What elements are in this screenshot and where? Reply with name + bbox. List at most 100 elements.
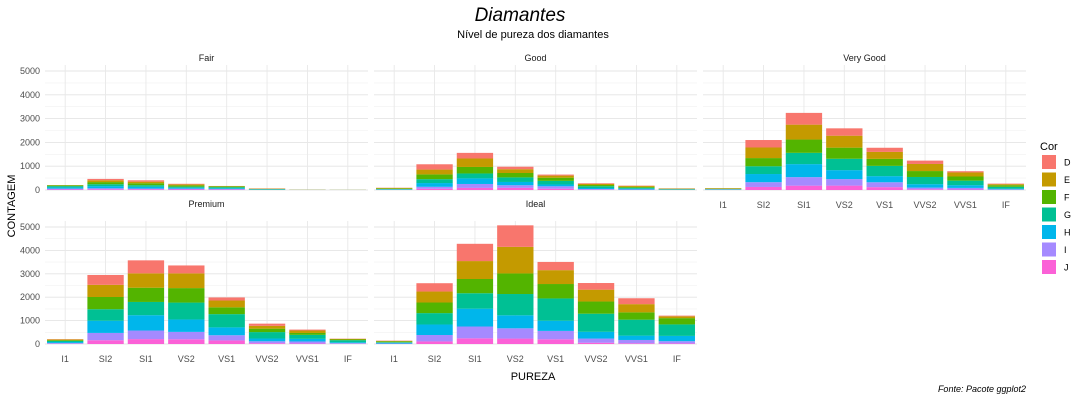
- bar-segment-i: [248, 341, 286, 344]
- bar-segment-d: [618, 298, 655, 305]
- bar-segment-e: [658, 316, 695, 319]
- chart-subtitle: Nível de pureza dos diamantes: [457, 29, 609, 41]
- bar-segment-d: [497, 225, 534, 247]
- bar-segment-i: [866, 182, 903, 188]
- bar-segment-j: [618, 343, 655, 344]
- y-tick-label: 1000: [20, 316, 40, 326]
- bar-segment-e: [577, 289, 615, 302]
- bar-segment-e: [376, 187, 413, 189]
- bar-segment-e: [456, 158, 494, 167]
- bar-segment-f: [416, 174, 453, 180]
- bar-segment-d: [127, 180, 165, 182]
- bar-segment-h: [416, 324, 453, 336]
- bar-segment-h: [947, 185, 984, 188]
- facet-strip-label: Good: [524, 53, 546, 63]
- bar-segment-i: [497, 185, 534, 188]
- bar-segment-e: [906, 163, 944, 172]
- bar-segment-d: [168, 183, 205, 185]
- y-axis-title: CONTAGEM: [6, 175, 18, 238]
- bar-segment-e: [497, 169, 534, 174]
- facet-panel-good: Good: [374, 53, 697, 191]
- bar-segment-h: [208, 188, 245, 190]
- x-tick-label: VVS2: [914, 200, 937, 210]
- y-tick-label: 3000: [20, 114, 40, 124]
- bar-segment-g: [248, 332, 286, 339]
- bar-segment-g: [537, 298, 574, 321]
- bar-segment-g: [87, 184, 124, 187]
- bar-segment-i: [168, 331, 205, 340]
- bar-segment-g: [329, 340, 366, 343]
- bar-segment-f: [456, 166, 494, 174]
- bar-segment-i: [289, 341, 326, 344]
- bar-segment-d: [497, 166, 534, 170]
- bar-segment-g: [47, 186, 84, 188]
- bar-segment-g: [456, 293, 494, 309]
- facet-panel-ideal: Ideal I1 SI2 SI1 VS2 VS1 VVS2 VVS1 IF: [374, 199, 697, 364]
- bar-segment-g: [497, 177, 534, 182]
- bar-segment-j: [456, 338, 494, 344]
- bar-segment-g: [658, 189, 695, 190]
- x-tick-label: VVS2: [585, 354, 608, 364]
- bar-segment-e: [248, 325, 286, 329]
- bar-segment-i: [456, 326, 494, 339]
- y-tick-label: 0: [35, 339, 40, 349]
- y-tick-label: 3000: [20, 269, 40, 279]
- bar-segment-f: [987, 185, 1024, 187]
- bar-segment-i: [785, 177, 823, 186]
- bar-segment-h: [866, 176, 903, 183]
- bar-segment-j: [87, 189, 124, 190]
- bar-segment-i: [497, 328, 534, 339]
- bar-segment-g: [168, 302, 205, 320]
- bar-segment-i: [947, 187, 984, 190]
- bar-segment-i: [906, 187, 944, 190]
- bar-segment-e: [785, 124, 823, 140]
- x-tick-label: VVS2: [256, 354, 279, 364]
- bar-segment-f: [537, 284, 574, 299]
- legend-key-f: [1042, 190, 1056, 204]
- bar-segment-i: [745, 182, 782, 187]
- bar-segment-f: [866, 158, 903, 166]
- bar-segment-h: [497, 315, 534, 329]
- bar-segment-h: [87, 186, 124, 189]
- bar-segment-f: [376, 341, 413, 343]
- bar-segment-e: [866, 151, 903, 159]
- bar-segment-g: [127, 185, 165, 187]
- bar-segment-e: [987, 184, 1024, 186]
- x-tick-label: VVS1: [954, 200, 977, 210]
- bar-segment-i: [618, 339, 655, 344]
- x-tick-label: IF: [673, 354, 682, 364]
- bar-segment-g: [658, 324, 695, 336]
- bar-segment-e: [618, 304, 655, 313]
- bar-segment-i: [87, 188, 124, 190]
- bar-segment-h: [577, 188, 615, 190]
- y-tick-label: 4000: [20, 245, 40, 255]
- bar-segment-j: [47, 189, 84, 190]
- x-tick-label: SI2: [99, 354, 113, 364]
- bar-segment-g: [537, 180, 574, 185]
- bar-segment-j: [906, 189, 944, 190]
- bar-segment-j: [866, 187, 903, 190]
- bar-segment-d: [658, 315, 695, 317]
- bar-segment-i: [577, 338, 615, 343]
- bar-segment-g: [618, 319, 655, 336]
- legend-label-i: I: [1064, 245, 1067, 255]
- bar-segment-j: [127, 189, 165, 190]
- bar-segment-f: [208, 186, 245, 188]
- legend-label-g: G: [1064, 210, 1071, 220]
- bar-segment-h: [826, 170, 863, 180]
- bar-segment-h: [497, 181, 534, 186]
- x-tick-label: SI2: [757, 200, 771, 210]
- x-tick-label: SI1: [139, 354, 153, 364]
- bar-segment-f: [168, 288, 205, 303]
- bar-segment-e: [577, 183, 615, 186]
- bar-segment-i: [456, 183, 494, 188]
- bar-segment-e: [947, 172, 984, 177]
- bar-segment-h: [127, 315, 165, 331]
- bar-segment-d: [537, 174, 574, 176]
- bar-segment-f: [618, 186, 655, 188]
- bar-segment-i: [537, 186, 574, 189]
- bar-segment-e: [208, 300, 245, 308]
- y-tick-label: 2000: [20, 137, 40, 147]
- bar-segment-j: [497, 187, 534, 190]
